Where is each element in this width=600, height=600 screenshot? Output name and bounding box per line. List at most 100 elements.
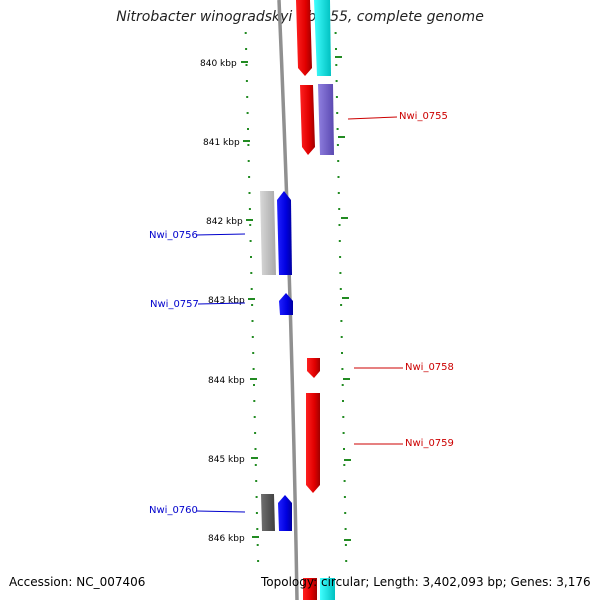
gene-arrow[interactable] bbox=[303, 578, 317, 600]
ruler-label: 844 kbp bbox=[208, 376, 245, 386]
gene-arrow-nwi-0758[interactable] bbox=[307, 358, 320, 378]
tick-dot bbox=[336, 128, 339, 130]
tick-dot bbox=[254, 464, 257, 466]
gene-arrow[interactable] bbox=[296, 0, 312, 76]
gene-arrow-nwi-0757[interactable] bbox=[279, 293, 293, 315]
gene-label-nwi-0758[interactable]: Nwi_0758 bbox=[405, 362, 454, 373]
tick-dot bbox=[343, 496, 346, 498]
tick-dot bbox=[338, 224, 341, 226]
tick-dot bbox=[247, 144, 250, 146]
tick-dot bbox=[246, 96, 249, 98]
right-ruler bbox=[335, 56, 351, 541]
tick-dot bbox=[256, 544, 259, 546]
grey-feature[interactable] bbox=[260, 191, 276, 275]
tick-dot bbox=[254, 448, 257, 450]
tick-dot bbox=[253, 416, 256, 418]
forward-features bbox=[296, 0, 335, 600]
gene-arrow-nwi-0755[interactable] bbox=[300, 85, 315, 155]
gene-arrow-nwi-0759[interactable] bbox=[306, 393, 320, 493]
leader-line bbox=[196, 510, 246, 513]
gene-arrow-nwi-0756[interactable] bbox=[277, 191, 292, 275]
tick-dot bbox=[341, 352, 343, 354]
tick-dot bbox=[336, 144, 339, 146]
gene-label-nwi-0756[interactable]: Nwi_0756 bbox=[149, 230, 198, 241]
tick-dot bbox=[247, 128, 249, 130]
gene-label-nwi-0755[interactable]: Nwi_0755 bbox=[399, 111, 448, 122]
tick-dot bbox=[245, 64, 248, 66]
tick-dot bbox=[338, 208, 341, 210]
tick-dot bbox=[337, 192, 340, 194]
ruler-label: 846 kbp bbox=[208, 534, 245, 544]
tick-dot bbox=[246, 112, 249, 114]
tick-dot bbox=[334, 32, 337, 34]
tick-dot bbox=[336, 112, 339, 114]
tick-dot bbox=[342, 400, 344, 402]
tick-dot bbox=[244, 32, 247, 34]
tick-dot bbox=[251, 320, 254, 322]
tick-dot bbox=[250, 256, 252, 258]
purple-feature[interactable] bbox=[318, 84, 334, 155]
ruler-label: 841 kbp bbox=[203, 138, 240, 148]
tick-dot bbox=[341, 368, 344, 370]
tick-dot bbox=[341, 384, 344, 386]
tick-dot bbox=[339, 288, 342, 290]
tick-dot bbox=[251, 304, 254, 306]
tick-dot bbox=[255, 496, 258, 498]
tick-dot bbox=[248, 208, 251, 210]
tick-dot bbox=[344, 544, 347, 546]
tick-dot bbox=[247, 160, 250, 162]
tick-dot bbox=[249, 240, 252, 242]
tick-dot bbox=[252, 352, 255, 354]
leader-line bbox=[195, 233, 246, 236]
tick-dot bbox=[344, 512, 347, 514]
tick-dot bbox=[335, 80, 338, 82]
tick-dot bbox=[342, 416, 345, 418]
tick-dot bbox=[340, 304, 343, 306]
tick-dot bbox=[255, 480, 258, 482]
ruler-label: 843 kbp bbox=[208, 296, 245, 306]
tick-dot bbox=[343, 464, 346, 466]
gene-arrow-nwi-0760[interactable] bbox=[278, 495, 292, 531]
tick-dot bbox=[248, 176, 251, 178]
tick-dot bbox=[252, 368, 255, 370]
tick-dot bbox=[253, 400, 256, 402]
tick-dot bbox=[249, 224, 252, 226]
leader-line bbox=[347, 116, 398, 120]
tick-dot bbox=[342, 432, 345, 434]
ruler-label: 842 kbp bbox=[206, 217, 243, 227]
tick-dot bbox=[251, 336, 254, 338]
tick-dot bbox=[257, 560, 260, 562]
ruler-label: 840 kbp bbox=[200, 59, 237, 69]
tick-dot bbox=[245, 80, 248, 82]
tick-dot bbox=[335, 96, 338, 98]
tick-dot bbox=[250, 288, 253, 290]
gene-label-nwi-0760[interactable]: Nwi_0760 bbox=[149, 505, 198, 516]
tick-dot bbox=[253, 384, 255, 386]
tick-dots bbox=[244, 32, 348, 562]
cyan-feature[interactable] bbox=[314, 0, 331, 76]
tick-dot bbox=[337, 160, 340, 162]
tick-dot bbox=[343, 480, 346, 482]
tick-dot bbox=[343, 448, 345, 450]
tick-dot bbox=[340, 336, 343, 338]
tick-dot bbox=[340, 320, 343, 322]
dark-grey-feature[interactable] bbox=[261, 494, 275, 531]
ruler-label: 845 kbp bbox=[208, 455, 245, 465]
ruler: 840 kbp 841 kbp 842 kbp 843 kbp 844 kbp … bbox=[200, 59, 259, 544]
tick-dot bbox=[335, 48, 337, 50]
tick-dot bbox=[345, 560, 348, 562]
reverse-features bbox=[260, 191, 293, 531]
tick-dot bbox=[338, 240, 341, 242]
tick-dot bbox=[255, 512, 258, 514]
tick-dot bbox=[254, 432, 257, 434]
leader-line bbox=[197, 302, 246, 305]
tick-dot bbox=[248, 192, 251, 194]
tick-dot bbox=[344, 528, 347, 530]
gene-label-nwi-0757[interactable]: Nwi_0757 bbox=[150, 299, 199, 310]
tick-dot bbox=[250, 272, 253, 274]
cyan-feature[interactable] bbox=[320, 578, 335, 600]
gene-label-nwi-0759[interactable]: Nwi_0759 bbox=[405, 438, 454, 449]
tick-dot bbox=[339, 256, 342, 258]
genome-summary: Topology: circular; Length: 3,402,093 bp… bbox=[261, 575, 591, 589]
